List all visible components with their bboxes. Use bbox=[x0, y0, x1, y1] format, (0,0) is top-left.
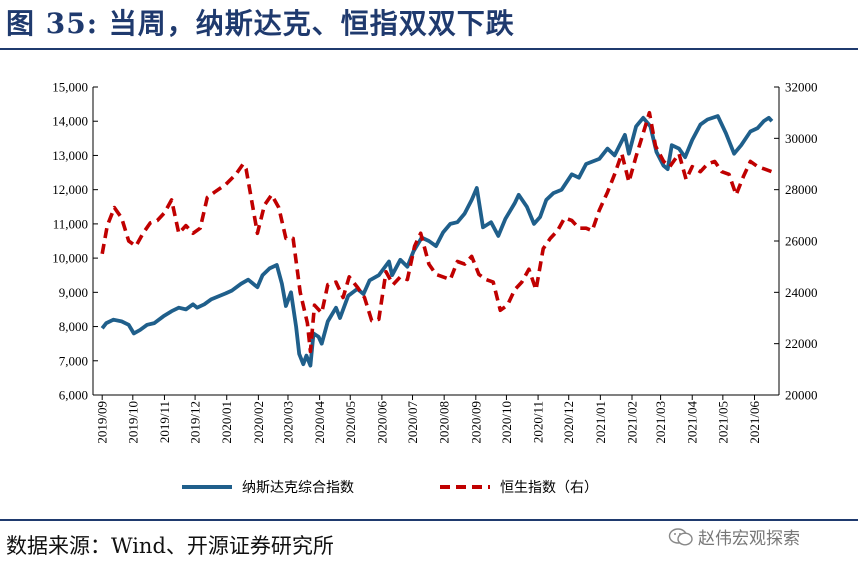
figure-title: 图 35: 当周，纳斯达克、恒指双双下跌 bbox=[6, 7, 515, 40]
left-tick-label: 11,000 bbox=[53, 216, 88, 231]
nasdaq-series-line bbox=[100, 114, 774, 368]
x-tick-label: 2020/06 bbox=[374, 401, 389, 444]
left-tick-label: 9,000 bbox=[59, 285, 88, 300]
x-tick-label: 2019/11 bbox=[157, 401, 172, 443]
x-tick-label: 2020/11 bbox=[531, 401, 546, 443]
left-tick-label: 13,000 bbox=[52, 148, 88, 163]
right-tick-label: 26000 bbox=[785, 234, 818, 249]
x-tick-label: 2020/09 bbox=[468, 401, 483, 444]
right-tick-label: 22000 bbox=[785, 336, 818, 351]
left-tick-label: 15,000 bbox=[52, 80, 88, 95]
left-tick-label: 7,000 bbox=[59, 353, 88, 368]
plot-frame bbox=[92, 87, 780, 396]
x-tick-label: 2019/10 bbox=[125, 401, 140, 444]
left-tick-label: 12,000 bbox=[52, 182, 88, 197]
x-tick-label: 2020/05 bbox=[343, 401, 358, 444]
x-tick-label: 2019/12 bbox=[188, 401, 203, 444]
x-tick-label: 2021/03 bbox=[653, 401, 668, 444]
x-tick-label: 2020/02 bbox=[251, 401, 266, 444]
legend: 纳斯达克综合指数 恒生指数（右） bbox=[182, 480, 598, 496]
watermark: 赵伟宏观探索 bbox=[668, 524, 800, 549]
x-tick-label: 2021/05 bbox=[715, 401, 730, 444]
right-tick-label: 30000 bbox=[785, 131, 818, 146]
x-tick-label: 2020/03 bbox=[280, 401, 295, 444]
legend-hsi-label: 恒生指数（右） bbox=[500, 480, 598, 496]
source-divider bbox=[0, 519, 858, 521]
left-tick-label: 14,000 bbox=[52, 114, 88, 129]
hsi-series-line bbox=[100, 110, 773, 354]
watermark-text: 赵伟宏观探索 bbox=[698, 529, 800, 549]
x-tick-label: 2020/12 bbox=[561, 401, 576, 444]
source-note: 数据来源：Wind、开源证券研究所 bbox=[6, 534, 334, 558]
legend-nasdaq-label: 纳斯达克综合指数 bbox=[242, 480, 354, 496]
x-tick-label: 2020/04 bbox=[312, 401, 327, 444]
x-tick-label: 2021/02 bbox=[625, 401, 640, 444]
right-tick-label: 20000 bbox=[785, 388, 818, 403]
x-tick-label: 2020/08 bbox=[437, 401, 452, 444]
x-tick-label: 2021/06 bbox=[747, 401, 762, 444]
x-tick-label: 2021/04 bbox=[685, 401, 700, 444]
title-divider bbox=[0, 48, 858, 50]
series-layer bbox=[100, 110, 774, 368]
left-tick-label: 6,000 bbox=[59, 388, 88, 403]
x-tick-label: 2021/01 bbox=[593, 401, 608, 444]
x-tick-label: 2020/07 bbox=[405, 401, 420, 444]
wechat-icon bbox=[668, 527, 693, 546]
right-tick-label: 32000 bbox=[785, 80, 818, 95]
chart: 15,000 14,000 13,000 12,000 11,000 10,000 9,00… bbox=[52, 80, 817, 497]
x-tick-label: 2019/09 bbox=[95, 401, 110, 444]
left-tick-label: 10,000 bbox=[52, 251, 88, 266]
left-tick-label: 8,000 bbox=[59, 319, 88, 334]
right-tick-label: 28000 bbox=[785, 182, 818, 197]
right-tick-label: 24000 bbox=[785, 285, 818, 300]
x-tick-label: 2020/01 bbox=[219, 401, 234, 444]
axis-ticks: 15,000 14,000 13,000 12,000 11,000 10,000 9,00… bbox=[52, 80, 817, 444]
x-tick-label: 2020/10 bbox=[499, 401, 514, 444]
